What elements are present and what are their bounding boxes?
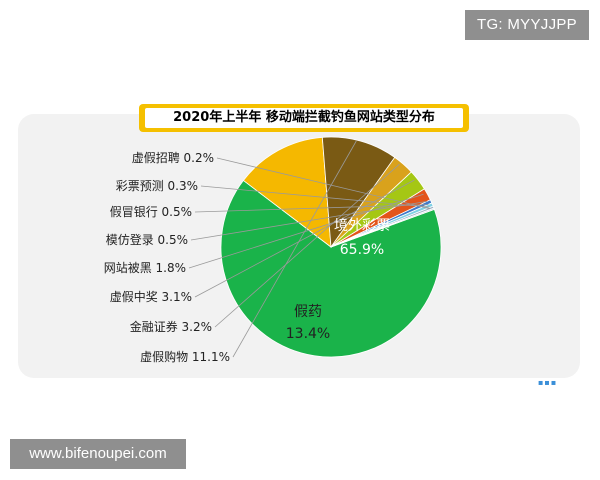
outside-label-5: 网站被黑 1.8%	[104, 261, 186, 275]
corner-decoration: ▪▪▪	[538, 378, 558, 387]
slice-value-1: 13.4%	[286, 326, 330, 342]
leader-line-8	[200, 185, 430, 208]
pie-slice-1	[242, 136, 332, 248]
pie-slice-0	[220, 179, 442, 358]
outside-label-9: 虚假招聘 0.2%	[132, 151, 214, 165]
outside-label-4: 虚假中奖 3.1%	[110, 289, 192, 304]
leader-line-9	[216, 157, 431, 210]
watermark-top: TG: MYYJJPP	[465, 10, 589, 40]
outside-label-6: 模仿登录 0.5%	[106, 232, 188, 247]
leader-line-7	[194, 204, 429, 213]
chart-title-banner: 2020年上半年 移动端拦截钓鱼网站类型分布	[139, 104, 469, 132]
watermark-bottom: www.bifenoupei.com	[10, 439, 186, 469]
slice-value-0: 65.9%	[340, 242, 384, 258]
slice-label-0: 境外彩票	[334, 218, 390, 234]
slice-labels: 境外彩票 65.9% 假药 13.4% 虚假招聘 0.2% 彩票预测 0.3% 假冒银行 0…	[104, 151, 390, 364]
chart-title: 2020年上半年 移动端拦截钓鱼网站类型分布	[145, 108, 463, 128]
pie-slice-9	[330, 207, 435, 248]
slice-label-1: 假药	[294, 304, 322, 320]
leader-lines	[188, 140, 431, 358]
outside-label-3: 金融证券 3.2%	[130, 319, 212, 334]
outside-label-2: 虚假购物 11.1%	[140, 349, 230, 364]
leader-line-6	[190, 201, 428, 241]
pie-slices	[220, 136, 442, 358]
leader-line-2	[232, 140, 357, 358]
leader-line-5	[188, 193, 424, 269]
leader-line-3	[214, 163, 400, 328]
outside-label-7: 假冒银行 0.5%	[110, 205, 192, 219]
outside-label-8: 彩票预测 0.3%	[116, 179, 198, 193]
leader-line-4	[194, 179, 415, 298]
